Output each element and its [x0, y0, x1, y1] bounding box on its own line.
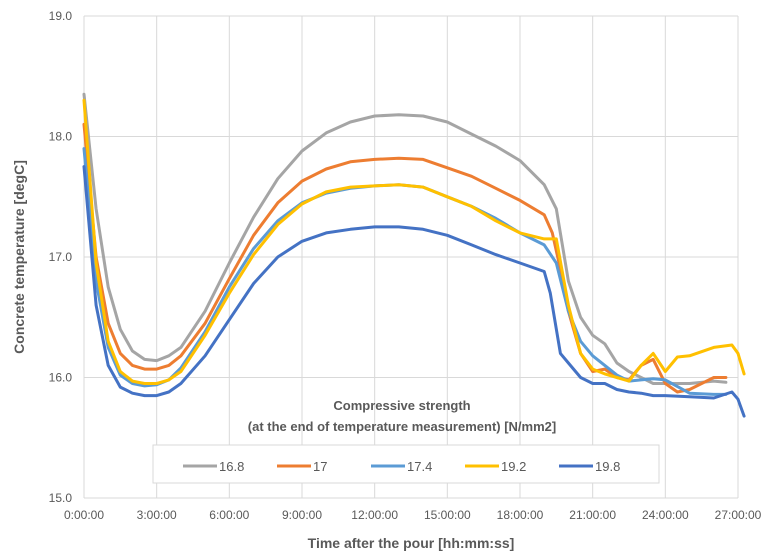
series-line-19-2 — [82, 98, 746, 385]
x-tick-label: 3:00:00 — [137, 508, 177, 522]
legend-box — [152, 444, 660, 484]
legend: Compressive strength (at the end of temp… — [152, 398, 660, 484]
y-tick-label: 18.0 — [49, 130, 73, 144]
x-tick-label: 12:00:00 — [351, 508, 398, 522]
legend-label: 17 — [313, 459, 327, 474]
y-axis-title: Concrete temperature [degC] — [11, 160, 27, 354]
x-tick-label: 6:00:00 — [209, 508, 249, 522]
x-tick-label: 27:00:00 — [715, 508, 762, 522]
series-line-19-8 — [82, 165, 746, 418]
x-tick-label: 24:00:00 — [642, 508, 689, 522]
legend-label: 19.2 — [501, 459, 526, 474]
y-tick-label: 19.0 — [49, 9, 73, 23]
legend-label: 17.4 — [407, 459, 432, 474]
x-tick-label: 15:00:00 — [424, 508, 471, 522]
x-tick-label: 18:00:00 — [497, 508, 544, 522]
legend-label: 16.8 — [219, 459, 244, 474]
series-lines — [82, 92, 746, 418]
series-line-17 — [82, 122, 728, 394]
legend-label: 19.8 — [595, 459, 620, 474]
y-tick-label: 16.0 — [49, 371, 73, 385]
y-tick-labels: 15.0 16.0 17.0 18.0 19.0 — [49, 9, 73, 505]
legend-items: 16.8 17 17.4 19.2 19.8 — [183, 459, 620, 474]
x-tick-label: 0:00:00 — [64, 508, 104, 522]
series-line-16-8 — [82, 92, 728, 385]
x-tick-label: 9:00:00 — [282, 508, 322, 522]
x-tick-labels: 0:00:00 3:00:00 6:00:00 9:00:00 12:00:00 15:0… — [64, 508, 762, 522]
y-tick-label: 15.0 — [49, 491, 73, 505]
legend-title-line2: (at the end of temperature measurement) … — [248, 419, 556, 434]
x-axis-title: Time after the pour [hh:mm:ss] — [308, 535, 515, 551]
legend-title-line1: Compressive strength — [333, 398, 470, 413]
x-tick-label: 21:00:00 — [569, 508, 616, 522]
y-tick-label: 17.0 — [49, 250, 73, 264]
